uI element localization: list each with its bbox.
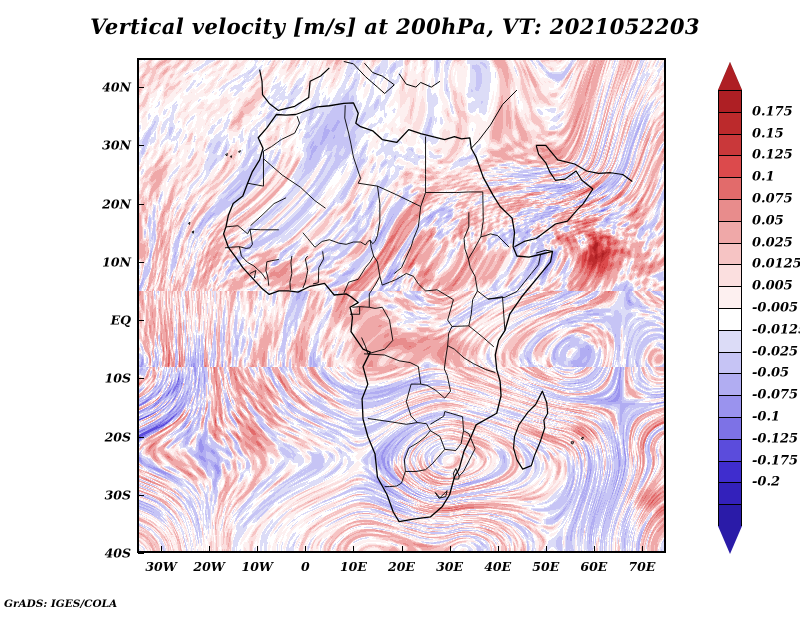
colorbar-tick-label: -0.1 — [752, 409, 781, 425]
colorbar-segment — [719, 308, 741, 331]
x-tick — [209, 546, 211, 552]
x-axis-label: 10E — [339, 559, 367, 574]
colorbar-segment — [719, 178, 741, 200]
colorbar-segment — [719, 134, 741, 157]
x-axis-label: 70E — [628, 559, 656, 574]
x-axis-label: 0 — [300, 559, 310, 574]
x-tick — [449, 546, 451, 552]
vertical-velocity-field — [137, 58, 666, 553]
y-axis-label: 40N — [102, 79, 131, 95]
colorbar-tick-label: 0.125 — [752, 147, 793, 163]
y-tick — [138, 494, 144, 496]
colorbar-segment — [719, 439, 741, 462]
x-tick — [161, 546, 163, 552]
colorbar-segment — [719, 156, 741, 179]
y-tick — [138, 553, 144, 554]
y-axis-label: 20N — [102, 196, 131, 212]
colorbar-segments — [718, 90, 742, 527]
colorbar-arrow-down — [718, 526, 742, 554]
x-axis-label: 30E — [436, 559, 464, 574]
heatmap-canvas — [137, 58, 666, 553]
colorbar-tick-label: 0.075 — [752, 191, 793, 207]
x-tick — [257, 546, 259, 552]
x-tick — [497, 546, 499, 552]
x-tick — [353, 546, 355, 552]
colorbar-segment — [719, 483, 741, 506]
colorbar-tick-label: 0.0125 — [752, 256, 800, 272]
x-axis-label: 10W — [241, 559, 273, 574]
colorbar-segment — [719, 287, 741, 309]
colorbar-tick-label: -0.175 — [752, 453, 799, 469]
x-tick — [593, 546, 595, 552]
colorbar-tick-label: -0.125 — [752, 431, 799, 447]
colorbar — [718, 62, 742, 554]
y-axis-label: 10N — [102, 254, 131, 270]
colorbar-segment — [719, 396, 741, 418]
y-tick — [138, 378, 144, 380]
colorbar-tick-label: 0.175 — [752, 104, 793, 120]
colorbar-tick-label: -0.025 — [752, 344, 799, 360]
colorbar-tick-label: 0.025 — [752, 235, 793, 251]
x-axis-label: 20E — [388, 559, 415, 574]
page-title: Vertical velocity [m/s] at 200hPa, VT: 2… — [90, 14, 700, 39]
colorbar-segment — [719, 112, 741, 135]
y-axis-label: 30S — [104, 487, 131, 503]
x-tick — [641, 546, 643, 552]
colorbar-tick-label: 0.005 — [752, 278, 793, 294]
y-tick — [138, 203, 144, 205]
x-axis-label: 60E — [580, 559, 608, 574]
y-axis-label: 40S — [104, 545, 131, 561]
grads-credit: GrADS: IGES/COLA — [4, 598, 118, 610]
y-axis-label: EQ — [110, 312, 131, 328]
colorbar-segment — [719, 91, 741, 113]
x-axis-label: 20W — [193, 559, 225, 574]
colorbar-tick-label: -0.005 — [752, 300, 799, 316]
colorbar-tick-label: 0.1 — [752, 169, 775, 185]
colorbar-segment — [719, 199, 741, 222]
map-plot-area — [137, 58, 666, 553]
y-axis-label: 10S — [104, 370, 131, 386]
colorbar-tick-label: -0.0125 — [752, 322, 800, 338]
y-tick — [138, 87, 144, 89]
x-axis-label: 50E — [532, 559, 560, 574]
colorbar-segment — [719, 352, 741, 375]
colorbar-tick-label: 0.15 — [752, 126, 784, 142]
colorbar-segment — [719, 417, 741, 440]
x-tick — [401, 546, 403, 552]
y-tick — [138, 261, 144, 263]
colorbar-segment — [719, 243, 741, 266]
x-tick — [545, 546, 547, 552]
colorbar-segment — [719, 265, 741, 288]
colorbar-arrow-up — [718, 62, 742, 90]
colorbar-segment — [719, 330, 741, 353]
colorbar-tick-label: 0.05 — [752, 213, 784, 229]
y-axis-label: 20S — [104, 429, 131, 445]
colorbar-tick-label: -0.075 — [752, 387, 799, 403]
colorbar-tick-label: -0.05 — [752, 365, 790, 381]
y-tick — [138, 320, 144, 322]
x-axis-label: 40E — [484, 559, 512, 574]
colorbar-segment — [719, 461, 741, 484]
y-tick — [138, 145, 144, 147]
x-tick — [305, 546, 307, 552]
colorbar-segment — [719, 374, 741, 397]
colorbar-segment — [719, 221, 741, 244]
colorbar-segment — [719, 505, 741, 527]
colorbar-tick-label: -0.2 — [752, 474, 781, 490]
y-axis-label: 30N — [102, 137, 131, 153]
x-axis-label: 30W — [145, 559, 177, 574]
y-tick — [138, 436, 144, 438]
